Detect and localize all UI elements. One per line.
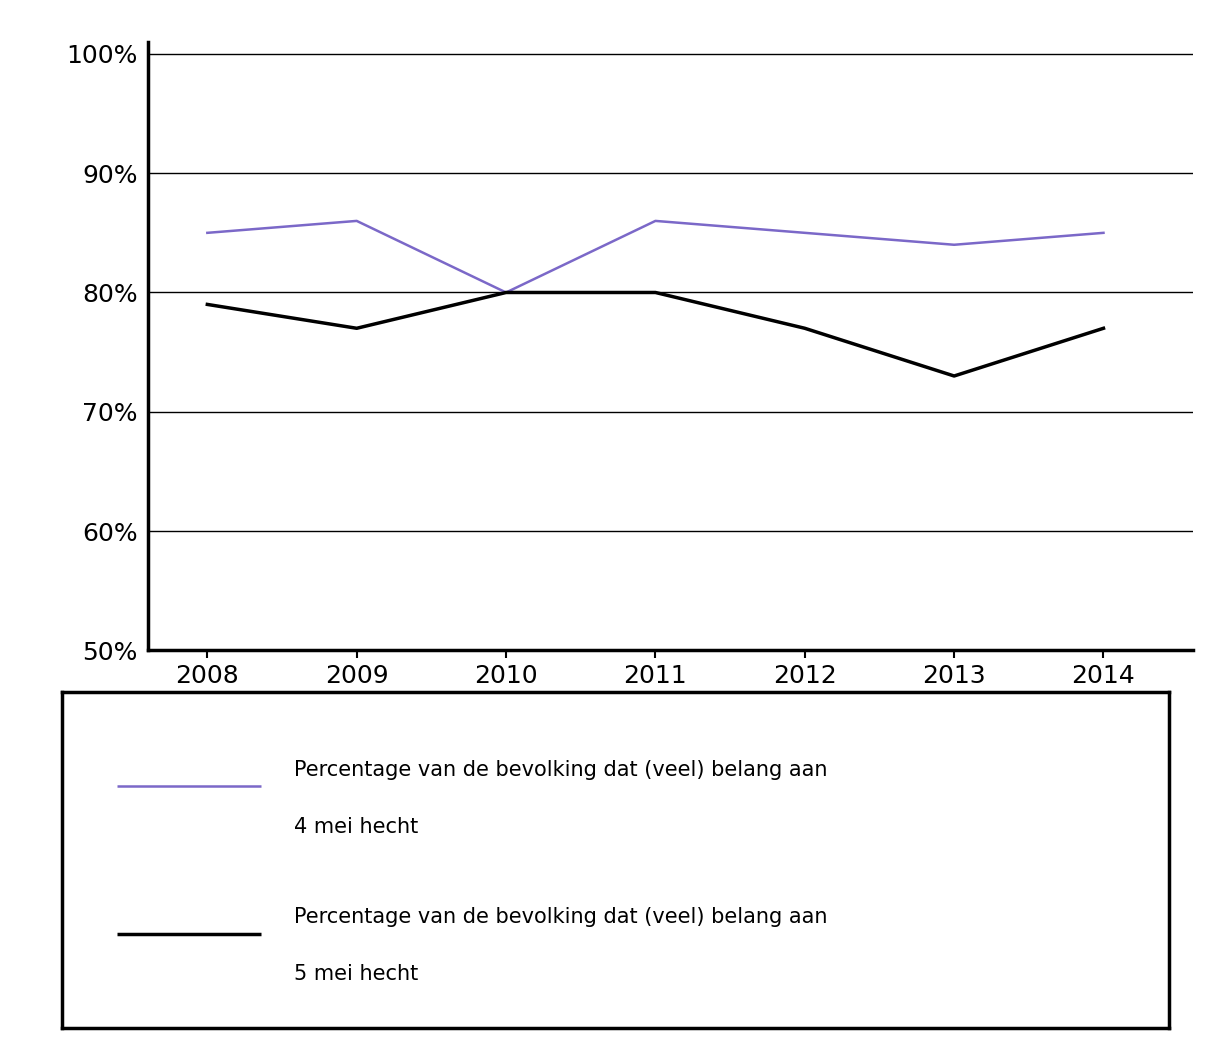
Text: Percentage van de bevolking dat (veel) belang aan: Percentage van de bevolking dat (veel) b… bbox=[294, 759, 828, 779]
Text: Percentage van de bevolking dat (veel) belang aan: Percentage van de bevolking dat (veel) b… bbox=[294, 907, 828, 927]
Text: 4 mei hecht: 4 mei hecht bbox=[294, 816, 418, 837]
Text: 5 mei hecht: 5 mei hecht bbox=[294, 964, 418, 984]
